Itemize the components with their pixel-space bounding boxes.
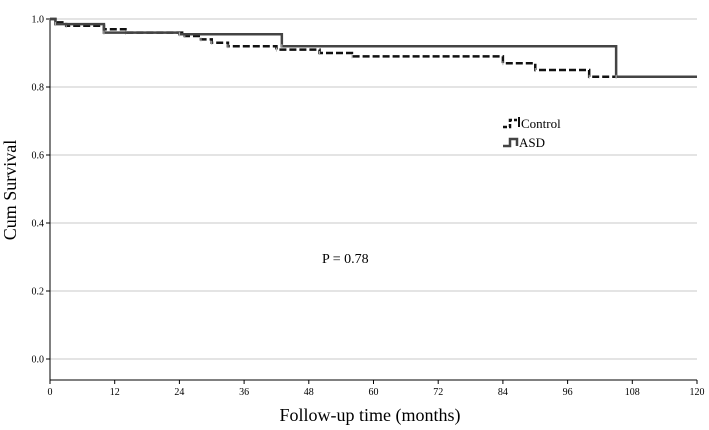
- y-tick-label: 0.0: [32, 355, 45, 366]
- x-tick-label: 0: [48, 387, 53, 398]
- x-tick-label: 96: [563, 387, 573, 398]
- y-ticks: 0.0 0.2 0.4 0.6 0.8 1.0: [32, 15, 50, 366]
- legend-symbol-asd: [503, 137, 519, 148]
- series: [50, 17, 697, 79]
- series-line-control: [50, 17, 697, 79]
- x-tick-label: 36: [239, 387, 249, 398]
- y-tick-label: 0.4: [32, 219, 45, 230]
- x-tick-label: 60: [369, 387, 379, 398]
- x-tick-label: 84: [498, 387, 508, 398]
- legend: Control ASD: [503, 116, 561, 150]
- x-tick-label: 108: [625, 387, 640, 398]
- y-tick-label: 0.2: [32, 287, 45, 298]
- y-tick-label: 0.8: [32, 83, 45, 94]
- x-ticks: 0 12 24 36 48 60 72 84 96 108 120: [48, 380, 705, 398]
- legend-symbol-control: [503, 118, 517, 129]
- y-tick-label: 1.0: [32, 15, 45, 26]
- legend-label-control: Control: [521, 116, 561, 131]
- x-axis-title: Follow-up time (months): [280, 405, 461, 426]
- y-axis-title: Cum Survival: [0, 140, 20, 241]
- y-tick-label: 0.6: [32, 151, 45, 162]
- legend-label-asd: ASD: [519, 135, 545, 150]
- p-value-annotation: P = 0.78: [322, 252, 369, 267]
- gridlines: [50, 18, 697, 360]
- x-tick-label: 48: [304, 387, 314, 398]
- x-tick-label: 24: [174, 387, 184, 398]
- x-tick-label: 12: [110, 387, 120, 398]
- x-tick-label: 72: [433, 387, 443, 398]
- x-tick-label: 120: [690, 387, 705, 398]
